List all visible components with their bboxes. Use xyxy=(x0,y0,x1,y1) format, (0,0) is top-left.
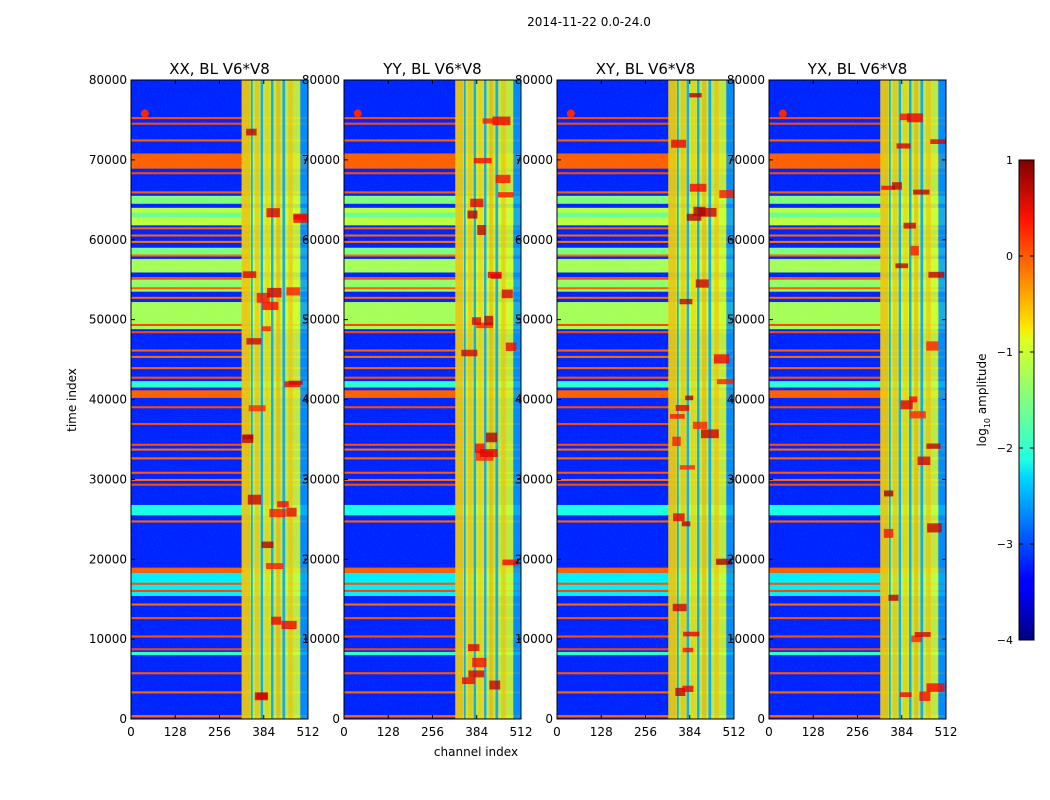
y-tick-label: 50000 xyxy=(302,313,340,327)
colorbar-tick-label: −3 xyxy=(997,538,1013,551)
x-axis-label: channel index xyxy=(434,745,518,759)
x-tick-label: 512 xyxy=(723,725,746,739)
colorbar-ticks: 1 0 −1 −2 −3 −4 xyxy=(997,154,1034,647)
x-tick-label: 256 xyxy=(421,725,444,739)
colorbar-tick-label: 1 xyxy=(1006,154,1013,167)
colorbar-label-rest: amplitude xyxy=(975,354,989,418)
x-tick-label: 512 xyxy=(510,725,533,739)
y-tick-label: 30000 xyxy=(515,472,553,486)
y-tick-label: 60000 xyxy=(302,233,340,247)
x-tick-label: 128 xyxy=(377,725,400,739)
x-tick-label: 384 xyxy=(252,725,275,739)
x-tick-label: 384 xyxy=(678,725,701,739)
y-tick-label: 10000 xyxy=(89,632,127,646)
y-tick-label: 60000 xyxy=(89,233,127,247)
y-tick-label: 70000 xyxy=(302,153,340,167)
panel-title: XX, BL V6*V8 xyxy=(169,60,270,78)
y-tick-label: 60000 xyxy=(515,233,553,247)
heatmap-panel: YY, BL V6*V8 0 128 256 384 512 0 10000 20000 3000… xyxy=(302,60,533,739)
y-tick-label: 50000 xyxy=(727,313,765,327)
y-tick-label: 40000 xyxy=(727,393,765,407)
colorbar-label-main: log xyxy=(975,428,989,446)
y-tick-label: 70000 xyxy=(515,153,553,167)
y-tick-label: 0 xyxy=(119,712,127,726)
y-tick-label: 40000 xyxy=(302,393,340,407)
colorbar: 10−1−2−3−4 log10 amplitude xyxy=(975,154,1035,647)
colorbar-tick-label: −1 xyxy=(997,346,1013,359)
x-tick-label: 256 xyxy=(634,725,657,739)
panel-title: YX, BL V6*V8 xyxy=(807,60,908,78)
rfi-spot xyxy=(778,109,787,118)
rfi-spot xyxy=(140,109,149,118)
y-axis-label: time index xyxy=(65,368,79,432)
y-tick-label: 20000 xyxy=(302,552,340,566)
noise-texture xyxy=(769,80,946,719)
rfi-spot xyxy=(353,109,362,118)
x-tick-label: 256 xyxy=(846,725,869,739)
figure-suptitle: 2014-11-22 0.0-24.0 xyxy=(527,15,651,29)
x-tick-label: 384 xyxy=(465,725,488,739)
x-tick-label: 256 xyxy=(208,725,231,739)
y-tick-label: 0 xyxy=(757,712,765,726)
y-tick-label: 50000 xyxy=(89,313,127,327)
y-tick-label: 20000 xyxy=(727,552,765,566)
colorbar-label: log10 amplitude xyxy=(975,354,992,447)
y-tick-label: 30000 xyxy=(89,472,127,486)
noise-texture xyxy=(131,80,308,719)
y-tick-label: 50000 xyxy=(515,313,553,327)
heatmap-panels: XX, BL V6*V8 0 128 256 384 512 0 10000 20000 3000… xyxy=(89,60,958,739)
y-tick-label: 40000 xyxy=(89,393,127,407)
y-tick-label: 70000 xyxy=(727,153,765,167)
y-tick-label: 70000 xyxy=(89,153,127,167)
rfi-spot xyxy=(566,109,575,118)
x-tick-label: 0 xyxy=(340,725,348,739)
panel-title: XY, BL V6*V8 xyxy=(596,60,696,78)
y-tick-label: 20000 xyxy=(515,552,553,566)
heatmap-cells xyxy=(769,80,946,719)
colorbar-tick-label: 0 xyxy=(1006,250,1013,263)
heatmap-panel: XY, BL V6*V8 0 128 256 384 512 0 10000 20000 3000… xyxy=(515,60,746,739)
y-tick-label: 10000 xyxy=(515,632,553,646)
x-tick-label: 0 xyxy=(765,725,773,739)
x-tick-label: 128 xyxy=(590,725,613,739)
y-tick-label: 30000 xyxy=(302,472,340,486)
noise-texture xyxy=(557,80,734,719)
panel-title: YY, BL V6*V8 xyxy=(382,60,481,78)
colorbar-gradient xyxy=(1018,159,1035,641)
y-tick-label: 20000 xyxy=(89,552,127,566)
y-tick-label: 80000 xyxy=(89,73,127,87)
noise-texture xyxy=(344,80,521,719)
y-tick-label: 60000 xyxy=(727,233,765,247)
y-tick-label: 40000 xyxy=(515,393,553,407)
y-tick-label: 30000 xyxy=(727,472,765,486)
y-tick-label: 10000 xyxy=(727,632,765,646)
heatmap-cells xyxy=(557,80,734,719)
x-tick-label: 128 xyxy=(802,725,825,739)
x-tick-label: 128 xyxy=(164,725,187,739)
colorbar-tick-label: −2 xyxy=(997,442,1013,455)
y-tick-label: 80000 xyxy=(727,73,765,87)
y-tick-label: 0 xyxy=(545,712,553,726)
x-tick-label: 512 xyxy=(935,725,958,739)
y-tick-label: 10000 xyxy=(302,632,340,646)
colorbar-label-subscript: 10 xyxy=(983,418,992,428)
heatmap-panel: YX, BL V6*V8 0 128 256 384 512 0 10000 20000 3000… xyxy=(727,60,958,739)
colorbar-tick-label: −4 xyxy=(997,634,1013,647)
y-tick-label: 80000 xyxy=(515,73,553,87)
heatmap-cells xyxy=(344,80,521,719)
x-tick-label: 512 xyxy=(297,725,320,739)
heatmap-cells xyxy=(131,80,308,719)
x-tick-label: 0 xyxy=(553,725,561,739)
x-tick-label: 0 xyxy=(127,725,135,739)
y-tick-label: 80000 xyxy=(302,73,340,87)
heatmap-panel: XX, BL V6*V8 0 128 256 384 512 0 10000 20000 3000… xyxy=(89,60,320,739)
x-tick-label: 384 xyxy=(890,725,913,739)
y-tick-label: 0 xyxy=(332,712,340,726)
